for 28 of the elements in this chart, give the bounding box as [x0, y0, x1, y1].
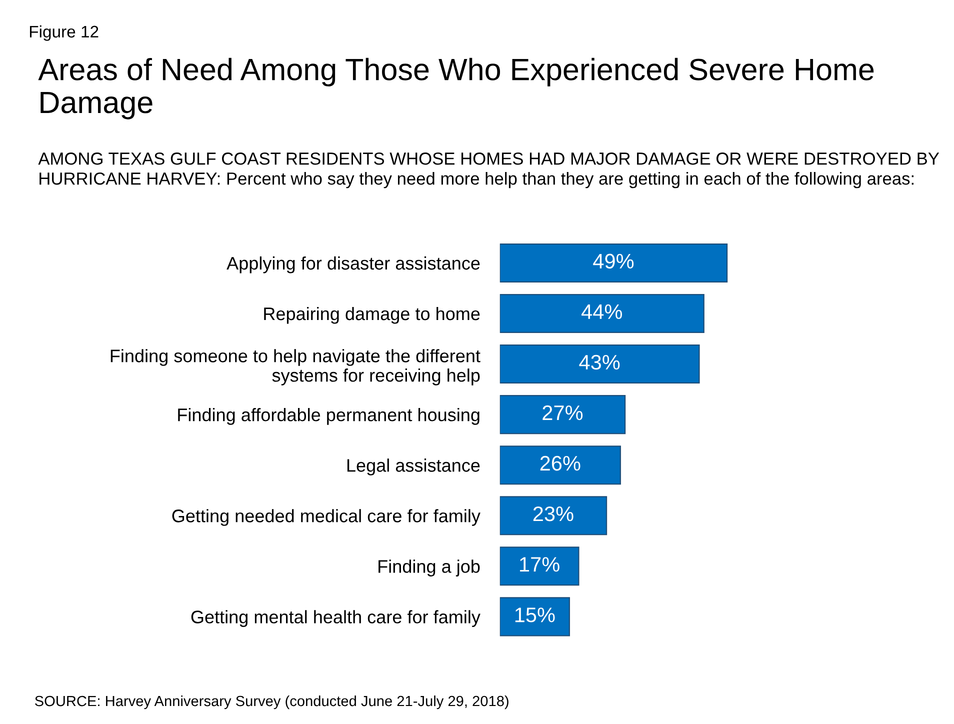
source-note: SOURCE: Harvey Anniversary Survey (conducted June 21-July 29, 2018) [35, 695, 508, 710]
y-tick-label: Getting mental health care for family [191, 610, 480, 627]
data-label: 17% [520, 557, 560, 572]
data-label: 44% [582, 304, 622, 320]
bar [500, 395, 626, 434]
bar [500, 294, 704, 334]
bar [500, 446, 621, 485]
bar [500, 344, 700, 384]
y-tick-label: Repairing damage to home [264, 306, 480, 324]
data-label: 27% [542, 405, 583, 420]
bar [500, 546, 580, 586]
bar [500, 496, 608, 536]
y-tick-label: Applying for disaster assistance [226, 256, 480, 274]
y-tick-label: Legal assistance [347, 458, 480, 476]
y-tick-label: Getting needed medical care for family [172, 509, 480, 526]
bar [500, 597, 570, 636]
y-tick-label: Finding a job [378, 560, 480, 576]
y-tick-label: Finding someone to help navigate the different systems for receiving help [110, 349, 480, 386]
data-label: 23% [533, 506, 574, 522]
data-label: 49% [593, 254, 634, 269]
data-label: 43% [579, 354, 620, 370]
chart-subtitle: AMONG TEXAS GULF COAST RESIDENTS WHOSE HOMES HAD MAJOR DAMAGE OR WERE DESTROYED BY HURRICANE HARVEY: Percent who say they need more help than they are getting in each of the following areas: [38, 152, 940, 188]
caption: Figure 12 [30, 25, 98, 41]
data-label: 15% [515, 608, 555, 622]
data-label: 26% [540, 456, 580, 471]
y-tick-label: Finding affordable permanent housing [178, 408, 480, 425]
bar [500, 243, 728, 282]
chart-title: Areas of Need Among Those Who Experienced Severe Home Damage [38, 58, 874, 120]
